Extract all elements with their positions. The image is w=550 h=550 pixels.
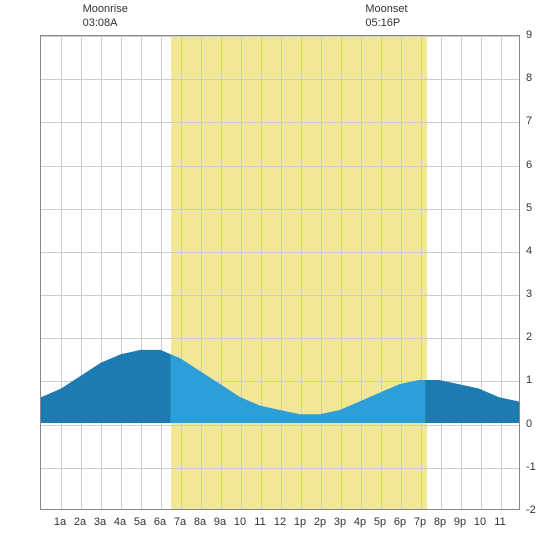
x-tick-label: 10 [474,516,486,528]
y-tick-label: 0 [526,418,546,430]
moonrise-time: 03:08A [83,17,118,29]
moonset-time: 05:16P [365,17,400,29]
y-tick-label: 9 [526,29,546,41]
x-tick-label: 9p [454,516,466,528]
y-tick-label: 4 [526,245,546,257]
y-tick-label: 3 [526,288,546,300]
x-tick-label: 3p [334,516,346,528]
x-tick-label: 1a [54,516,66,528]
plot-area [40,35,520,510]
x-tick-label: 11 [494,516,505,528]
x-tick-label: 6a [154,516,166,528]
moonrise-label: Moonrise 03:08A [83,2,128,31]
moonrise-title: Moonrise [83,3,128,15]
y-tick-label: -2 [526,504,546,516]
x-tick-label: 2p [314,516,326,528]
x-tick-label: 8a [194,516,206,528]
x-tick-label: 7p [414,516,426,528]
y-tick-label: 8 [526,72,546,84]
y-tick-label: -1 [526,461,546,473]
x-tick-label: 7a [174,516,186,528]
y-tick-label: 5 [526,202,546,214]
x-tick-label: 5a [134,516,146,528]
x-tick-label: 1p [294,516,306,528]
x-tick-label: 2a [74,516,86,528]
x-tick-label: 12 [274,516,286,528]
y-tick-label: 7 [526,115,546,127]
x-tick-label: 11 [254,516,265,528]
x-tick-label: 4p [354,516,366,528]
x-tick-label: 8p [434,516,446,528]
moonset-label: Moonset 05:16P [365,2,407,31]
x-tick-label: 3a [94,516,106,528]
y-tick-label: 6 [526,159,546,171]
x-tick-label: 9a [214,516,226,528]
x-tick-label: 6p [394,516,406,528]
x-tick-label: 5p [374,516,386,528]
moonset-title: Moonset [365,3,407,15]
x-tick-label: 4a [114,516,126,528]
tide-curve [41,36,519,509]
y-tick-label: 1 [526,374,546,386]
tide-chart-container: Moonrise 03:08A Moonset 05:16P -2-101234… [0,0,550,550]
x-tick-label: 10 [234,516,246,528]
y-tick-label: 2 [526,331,546,343]
